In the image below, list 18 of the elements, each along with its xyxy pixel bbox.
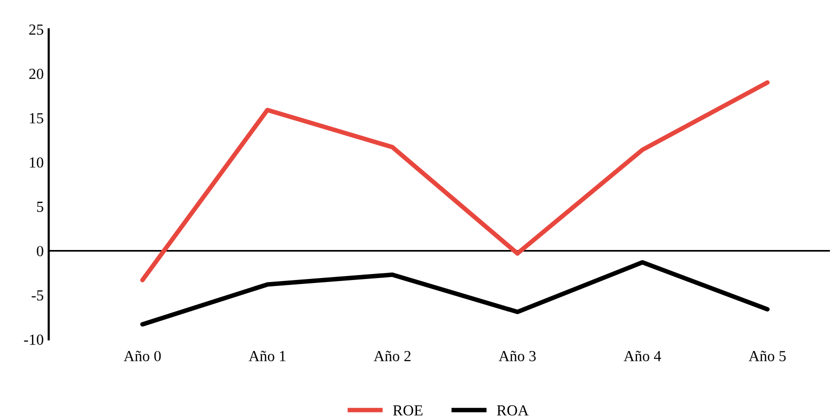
x-tick-label: Año 0 — [124, 350, 161, 362]
y-tick-label: 5 — [37, 202, 44, 212]
x-tick-label: Año 1 — [248, 350, 286, 362]
legend-label: ROE — [393, 405, 422, 416]
legend-label: ROA — [496, 405, 529, 416]
y-tick-label: 20 — [29, 68, 44, 80]
x-tick-label: Año 3 — [498, 350, 536, 362]
x-tick-label: Año 5 — [748, 350, 786, 362]
x-tick-label: Año 2 — [374, 350, 410, 362]
line-series — [140, 80, 770, 282]
y-tick-label: 25 — [29, 24, 44, 35]
y-tick-label: -10 — [24, 334, 44, 345]
y-tick-label: -5 — [32, 290, 44, 301]
line-series — [140, 260, 770, 327]
y-tick-label: 10 — [30, 157, 44, 168]
y-tick-label: 0 — [36, 246, 44, 256]
x-tick-label: Año 4 — [624, 350, 662, 362]
y-tick-label: 15 — [30, 113, 44, 124]
